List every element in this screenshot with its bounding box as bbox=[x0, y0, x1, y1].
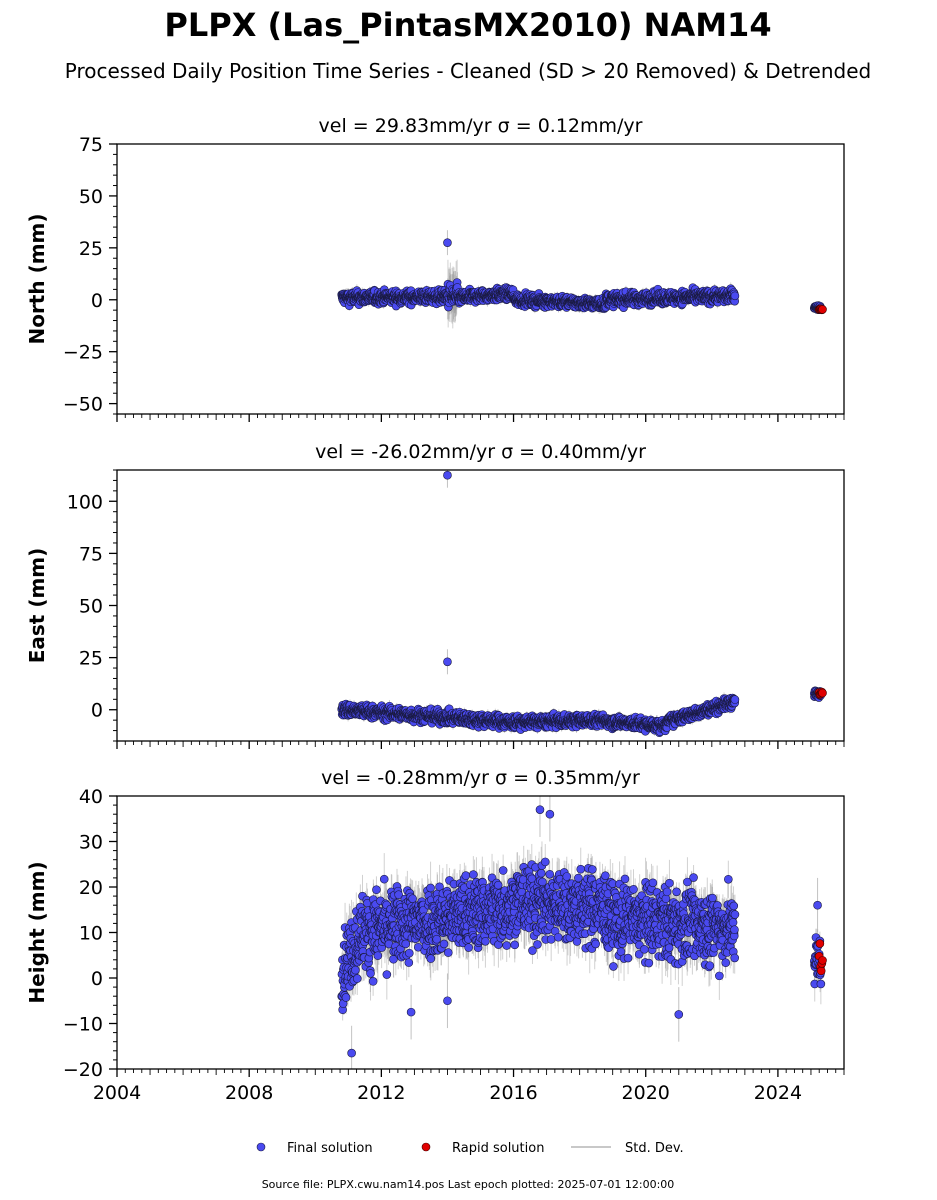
y-tick-label: 0 bbox=[91, 290, 103, 312]
panel-2: vel = -26.02mm/yr σ = 0.40mm/yr East (mm)… bbox=[25, 441, 845, 749]
y-tick-label: 0 bbox=[91, 700, 103, 722]
panel-title: vel = 29.83mm/yr σ = 0.12mm/yr bbox=[319, 115, 643, 137]
y-tick-label: −25 bbox=[63, 342, 103, 364]
rapid-point bbox=[818, 305, 827, 314]
final-points bbox=[337, 238, 826, 315]
plot-frame bbox=[116, 143, 845, 415]
y-tick-label: 50 bbox=[79, 596, 103, 618]
stddev-bars bbox=[341, 230, 824, 329]
final-point bbox=[730, 291, 740, 301]
chart-panels: vel = 29.83mm/yr σ = 0.12mm/yr North (mm)… bbox=[25, 115, 845, 1104]
y-tick-label: 25 bbox=[79, 648, 103, 670]
panel-1: vel = 29.83mm/yr σ = 0.12mm/yr North (mm)… bbox=[25, 115, 845, 422]
y-tick-label: 75 bbox=[79, 134, 103, 156]
series-data bbox=[337, 470, 827, 738]
y-axis-label: North (mm) bbox=[25, 213, 49, 344]
y-tick-label: 100 bbox=[67, 491, 103, 513]
y-tick-label: 50 bbox=[79, 186, 103, 208]
figure-subtitle: Processed Daily Position Time Series - C… bbox=[65, 59, 871, 83]
y-tick-label: −50 bbox=[63, 394, 103, 416]
outlier-point bbox=[443, 238, 452, 247]
y-axis-label: East (mm) bbox=[25, 548, 49, 664]
stddev-bars bbox=[341, 470, 824, 738]
series-data bbox=[337, 230, 827, 329]
rapid-points bbox=[814, 304, 827, 315]
y-tick-label: 25 bbox=[79, 238, 103, 260]
panel-title: vel = -26.02mm/yr σ = 0.40mm/yr bbox=[315, 441, 646, 463]
figure-title: PLPX (Las_PintasMX2010) NAM14 bbox=[164, 6, 771, 44]
y-tick-label: 75 bbox=[79, 543, 103, 565]
